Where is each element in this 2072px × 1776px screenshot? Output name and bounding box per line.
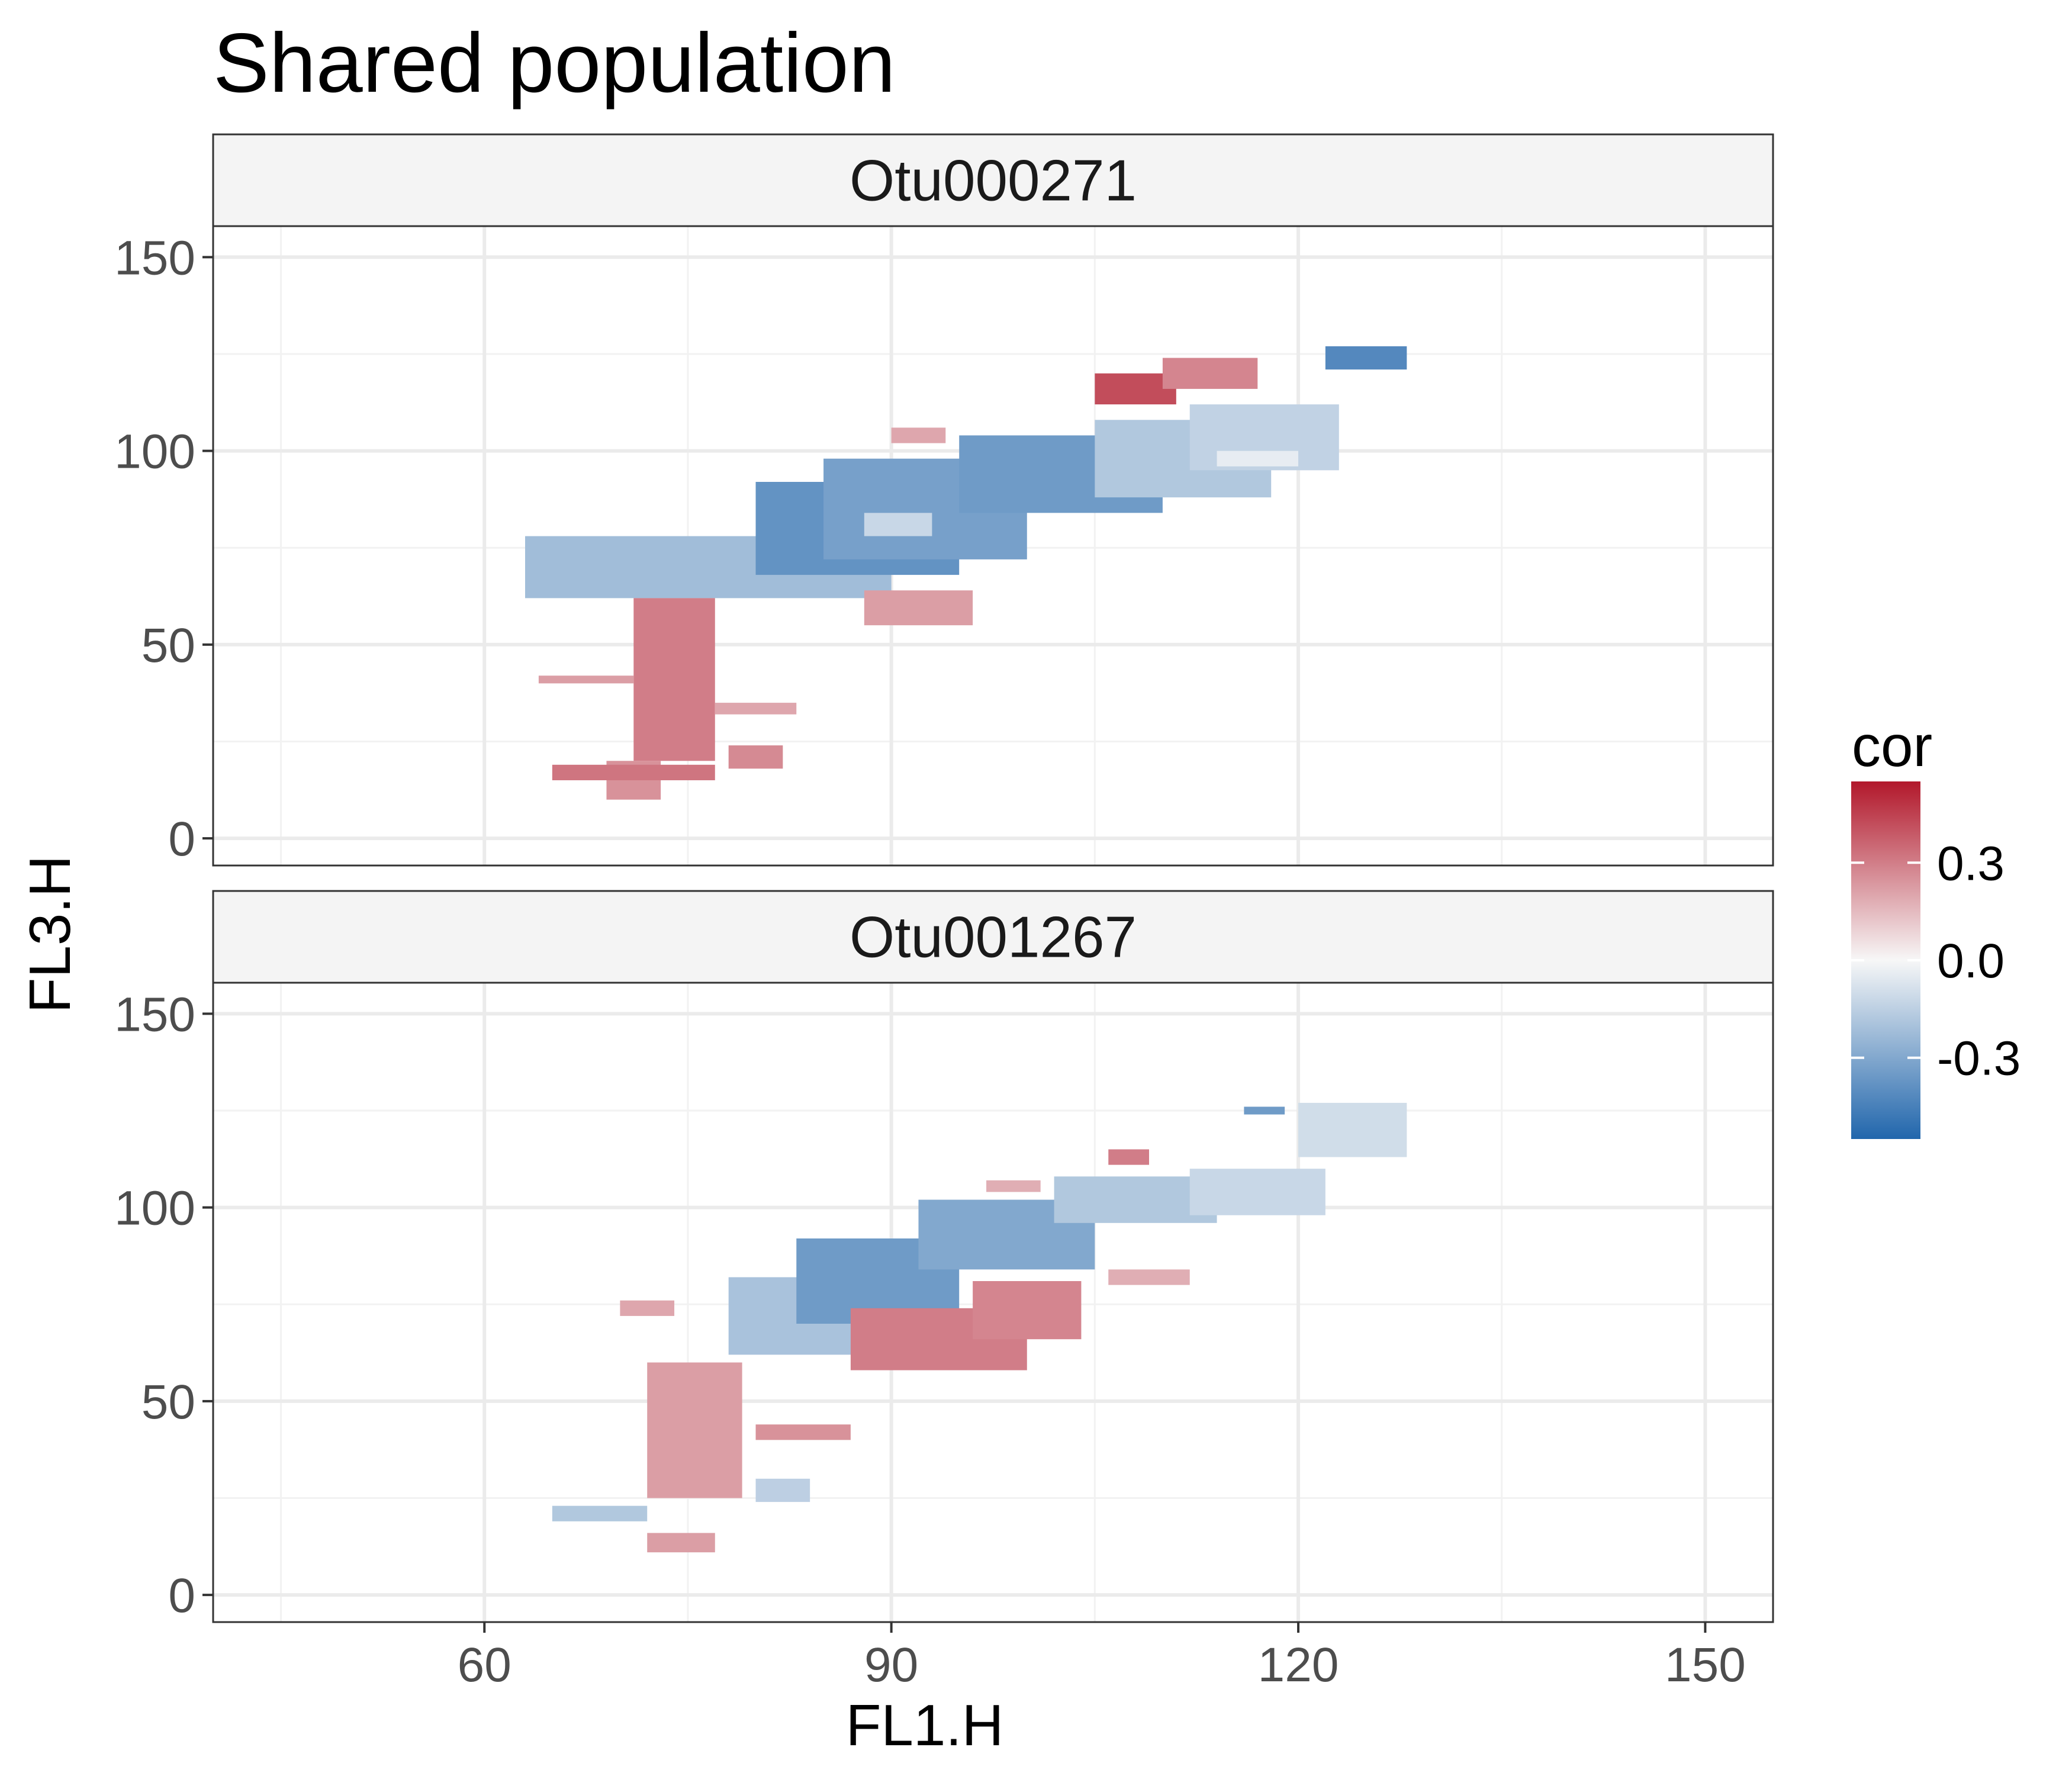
facet-strip-label: Otu001267 [850, 905, 1137, 970]
chart-title: Shared population [213, 16, 896, 110]
heatmap-cell [647, 1533, 715, 1553]
heatmap-cell [647, 1362, 742, 1498]
x-tick-label: 150 [1665, 1638, 1746, 1692]
x-axis-title: FL1.H [846, 1693, 1004, 1758]
heatmap-cell [538, 675, 634, 684]
x-tick-label: 120 [1258, 1638, 1339, 1692]
heatmap-cell [973, 1281, 1082, 1340]
heatmap-cell [864, 590, 973, 626]
heatmap-cell [864, 513, 932, 536]
legend-ticks: 0.3 0.0 -0.3 [1851, 836, 2020, 1086]
y-tick-label: 100 [114, 1182, 195, 1236]
heatmap-cell [633, 598, 715, 761]
legend-tick-label: 0.0 [1937, 934, 2005, 988]
heatmap-cell [1108, 1269, 1190, 1285]
y-tick-label: 150 [114, 231, 195, 285]
heatmap-cell [891, 427, 946, 443]
facet-strip-label: Otu000271 [850, 148, 1137, 213]
x-tick-label: 90 [864, 1638, 918, 1692]
heatmap-cells [525, 346, 1407, 800]
y-tick-label: 0 [168, 1569, 195, 1623]
heatmap-cell [552, 1505, 648, 1521]
y-tick-label: 0 [168, 812, 195, 866]
heatmap-cell [755, 1478, 810, 1502]
facet-strip [212, 890, 1774, 984]
heatmap-cells [552, 1102, 1407, 1553]
heatmap-cell [620, 1300, 675, 1316]
heatmap-cell [728, 745, 783, 769]
color-legend: cor 0.3 0.0 -0.3 [1851, 713, 2020, 1139]
legend-tick-label: 0.3 [1937, 836, 2005, 890]
heatmap-cell [1095, 373, 1176, 405]
legend-title: cor [1852, 713, 1932, 778]
x-tick-label: 60 [458, 1638, 511, 1692]
heatmap-cell [552, 764, 715, 780]
facet-panels: Otu000271 0 50 100 150 Otu001267 0 50 100 150 60 90… [114, 133, 1774, 1692]
panel-border [212, 225, 1774, 867]
heatmap-cell [1325, 346, 1407, 370]
facet-panel-1: Otu000271 0 50 100 150 [114, 133, 1774, 867]
panel-border [212, 982, 1774, 1623]
heatmap-cell [755, 1424, 851, 1440]
heatmap-cell [986, 1180, 1041, 1192]
y-tick-label: 50 [141, 1375, 195, 1429]
heatmap-cell [1298, 1102, 1407, 1157]
heatmap-cell [1108, 1149, 1149, 1165]
y-axis-title: FL3.H [17, 855, 82, 1014]
y-tick-label: 100 [114, 425, 195, 479]
heatmap-cell [1189, 1169, 1325, 1215]
y-tick-label: 150 [114, 987, 195, 1041]
heatmap-cell [1244, 1106, 1285, 1115]
legend-tick-label: -0.3 [1937, 1032, 2020, 1086]
facet-panel-2: Otu001267 0 50 100 150 60 90 120 150 [114, 890, 1774, 1692]
heatmap-cell [1162, 358, 1258, 389]
y-tick-label: 50 [141, 619, 195, 673]
heatmap-cell [715, 703, 797, 715]
heatmap-cell [1217, 451, 1299, 466]
facet-strip [212, 133, 1774, 227]
